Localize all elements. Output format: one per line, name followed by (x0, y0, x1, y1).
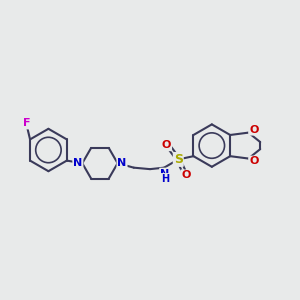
Text: N: N (160, 169, 169, 178)
Text: O: O (249, 125, 258, 135)
Text: O: O (249, 157, 258, 166)
Text: O: O (162, 140, 171, 150)
Text: N: N (73, 158, 83, 168)
Text: H: H (161, 174, 169, 184)
Text: N: N (117, 158, 127, 168)
Text: F: F (23, 118, 31, 128)
Text: S: S (174, 153, 183, 166)
Text: O: O (181, 170, 190, 180)
